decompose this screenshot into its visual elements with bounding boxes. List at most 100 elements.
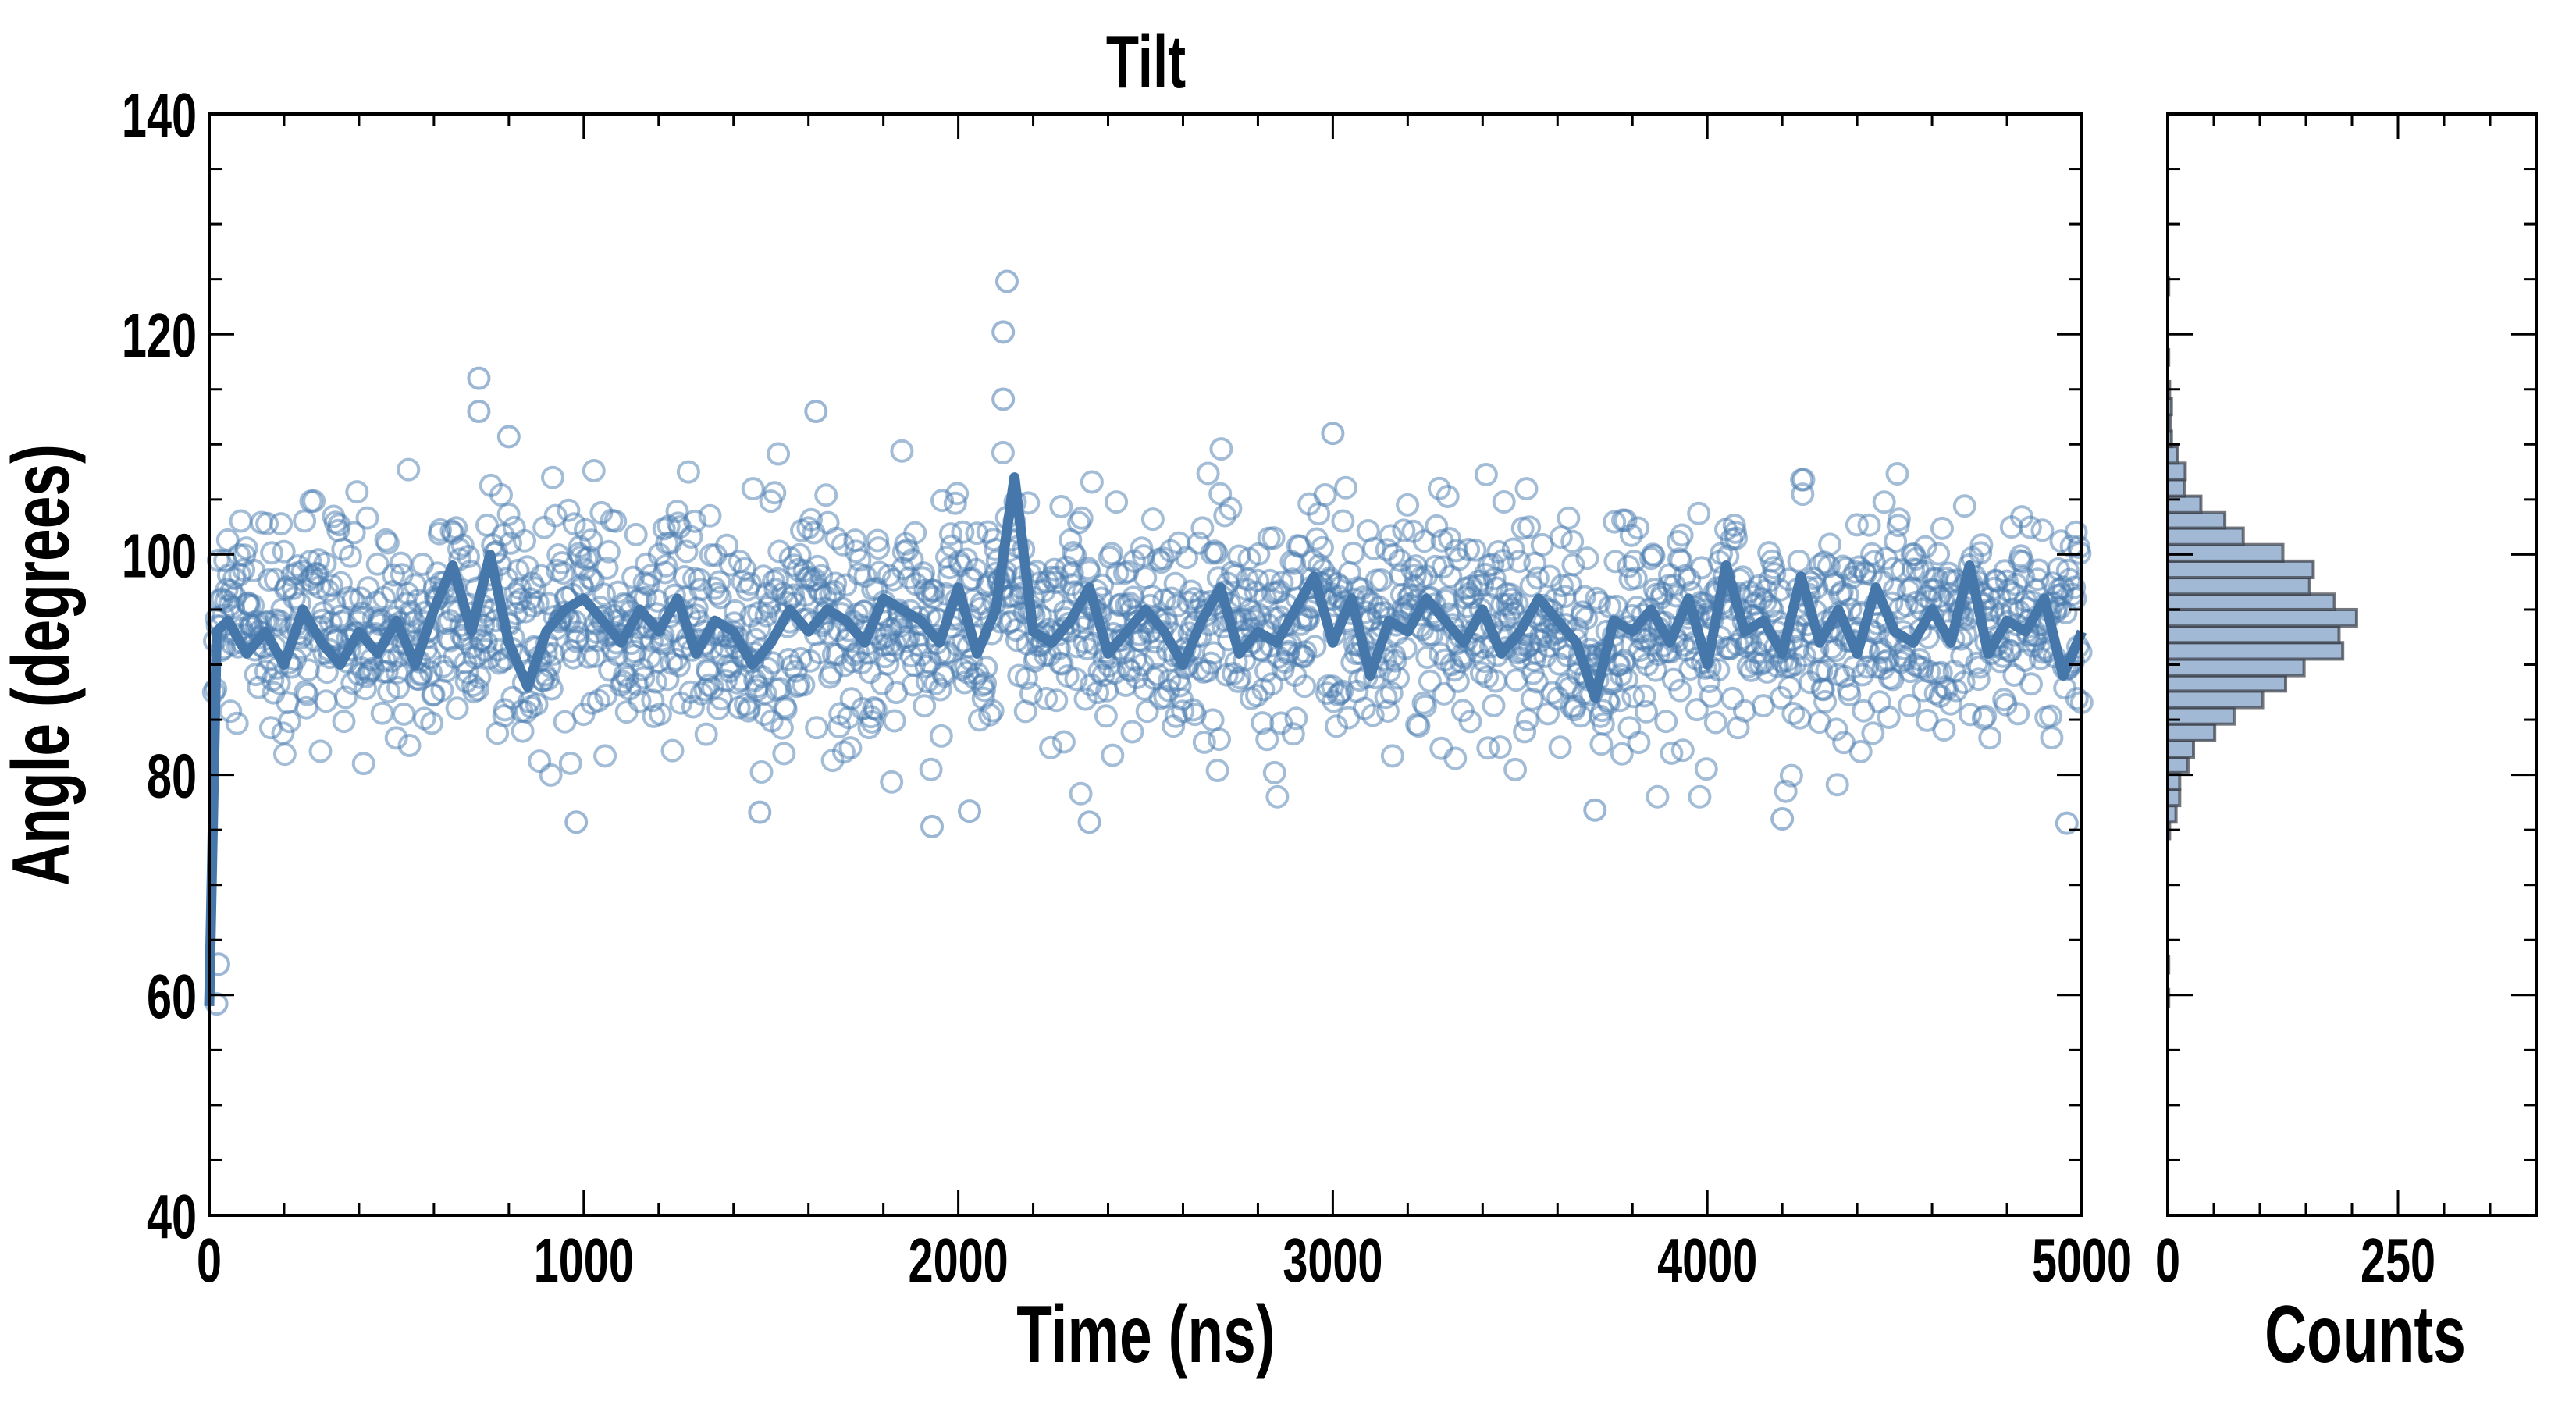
- scatter-point: [1624, 566, 1648, 590]
- scatter-point: [1619, 523, 1643, 547]
- scatter-point-outlier: [957, 799, 981, 823]
- scatter-point: [232, 558, 256, 582]
- histogram-bar: [2166, 592, 2336, 611]
- scatter-point: [767, 442, 791, 466]
- y-tick-label: 100: [122, 521, 197, 591]
- scatter-point: [375, 531, 400, 555]
- scatter-point: [1825, 773, 1849, 797]
- histogram-bar: [2166, 510, 2227, 530]
- scatter-point: [805, 716, 829, 740]
- scatter-point: [1192, 730, 1216, 754]
- scatter-point: [1885, 462, 1909, 486]
- scatter-point: [541, 465, 564, 489]
- scatter-point: [528, 749, 552, 774]
- scatter-point: [1501, 537, 1525, 561]
- scatter-point: [1208, 727, 1231, 752]
- scatter-point: [898, 566, 921, 590]
- scatter-point: [1201, 641, 1226, 665]
- scatter-point: [1610, 742, 1634, 766]
- scatter-point: [1654, 710, 1678, 734]
- scatter-point: [1075, 637, 1099, 661]
- y-tick-label-group: 60: [147, 961, 197, 1031]
- scatter-point: [1791, 468, 1816, 492]
- scatter-point: [848, 548, 872, 572]
- scatter-point: [1262, 760, 1286, 784]
- scatter-point: [1190, 516, 1215, 540]
- scatter-point: [1297, 607, 1320, 631]
- scatter-point: [1884, 529, 1908, 553]
- scatter-point: [753, 681, 777, 706]
- scatter-point: [749, 760, 774, 784]
- scatter-point: [1978, 726, 2002, 750]
- x-tick-label-group: 5000: [2032, 1225, 2132, 1296]
- scatter-point: [799, 507, 823, 532]
- scatter-point: [1688, 784, 1712, 809]
- scatter-point: [355, 506, 379, 530]
- scatter-point: [419, 660, 443, 685]
- scatter-point: [882, 709, 906, 733]
- scatter-point: [525, 692, 549, 717]
- scatter-point: [282, 586, 306, 610]
- scatter-point: [1507, 550, 1531, 574]
- scatter-point: [1617, 554, 1641, 578]
- scatter-point: [1670, 523, 1694, 547]
- scatter-point-outlier: [991, 387, 1016, 411]
- histogram-bar: [2166, 738, 2196, 759]
- scatter-point: [1380, 744, 1404, 768]
- scatter-point: [2026, 567, 2050, 592]
- scatter-point: [1927, 542, 1951, 566]
- scatter-point: [1561, 553, 1585, 577]
- scatter-point: [838, 736, 863, 760]
- scatter-point: [1763, 562, 1787, 586]
- scatter-point: [922, 578, 946, 603]
- x-tick-label: 1000: [534, 1225, 634, 1296]
- scatter-point: [781, 583, 806, 607]
- scatter-point: [1779, 763, 1803, 788]
- scatter-point: [1525, 670, 1549, 694]
- scatter-point: [1140, 507, 1165, 532]
- scatter-point: [1635, 699, 1658, 724]
- scatter-point: [582, 459, 606, 482]
- scatter-point: [1670, 738, 1695, 763]
- scatter-point: [1205, 759, 1229, 782]
- histogram-bar: [2166, 526, 2245, 546]
- scatter-point: [930, 489, 954, 513]
- scatter-point: [1861, 721, 1885, 745]
- y-tick-label-group: 40: [147, 1182, 197, 1252]
- scatter-point: [269, 512, 294, 536]
- histogram-frame: [2166, 112, 2538, 1217]
- scatter-point: [1603, 510, 1627, 534]
- scatter-point: [1973, 704, 1998, 728]
- scatter-point: [1687, 501, 1711, 525]
- scatter-point: [1080, 470, 1104, 494]
- scatter-point: [1536, 702, 1560, 726]
- x-tick-label: 2000: [909, 1225, 1009, 1296]
- scatter-point: [1443, 746, 1468, 770]
- scatter-point: [1929, 660, 1953, 685]
- x-tick-label: 0: [197, 1225, 222, 1296]
- scatter-point: [1213, 503, 1237, 528]
- scatter-point: [255, 511, 279, 535]
- scatter-point: [1887, 507, 1911, 532]
- histogram-bar: [2166, 624, 2341, 645]
- scatter-point: [1969, 541, 1993, 565]
- scatter-point: [308, 739, 333, 763]
- scatter-point: [1284, 706, 1308, 731]
- scatter-point: [624, 522, 648, 546]
- histogram-bar: [2166, 607, 2358, 628]
- scatter-point: [1952, 670, 1976, 695]
- scatter-point: [1959, 702, 1982, 727]
- y-tick-label: 60: [147, 961, 197, 1031]
- scatter-point: [863, 697, 888, 721]
- scatter-point: [429, 518, 452, 542]
- scatter-point: [1392, 518, 1416, 542]
- scatter-point: [880, 770, 904, 794]
- scatter-point: [756, 656, 780, 681]
- scatter-point: [474, 630, 498, 654]
- scatter-point: [1598, 595, 1622, 619]
- main-plot-frame: [208, 112, 2083, 1217]
- histogram-bar: [2166, 542, 2285, 563]
- scatter-point: [1379, 681, 1404, 705]
- scatter-point: [1966, 667, 1991, 692]
